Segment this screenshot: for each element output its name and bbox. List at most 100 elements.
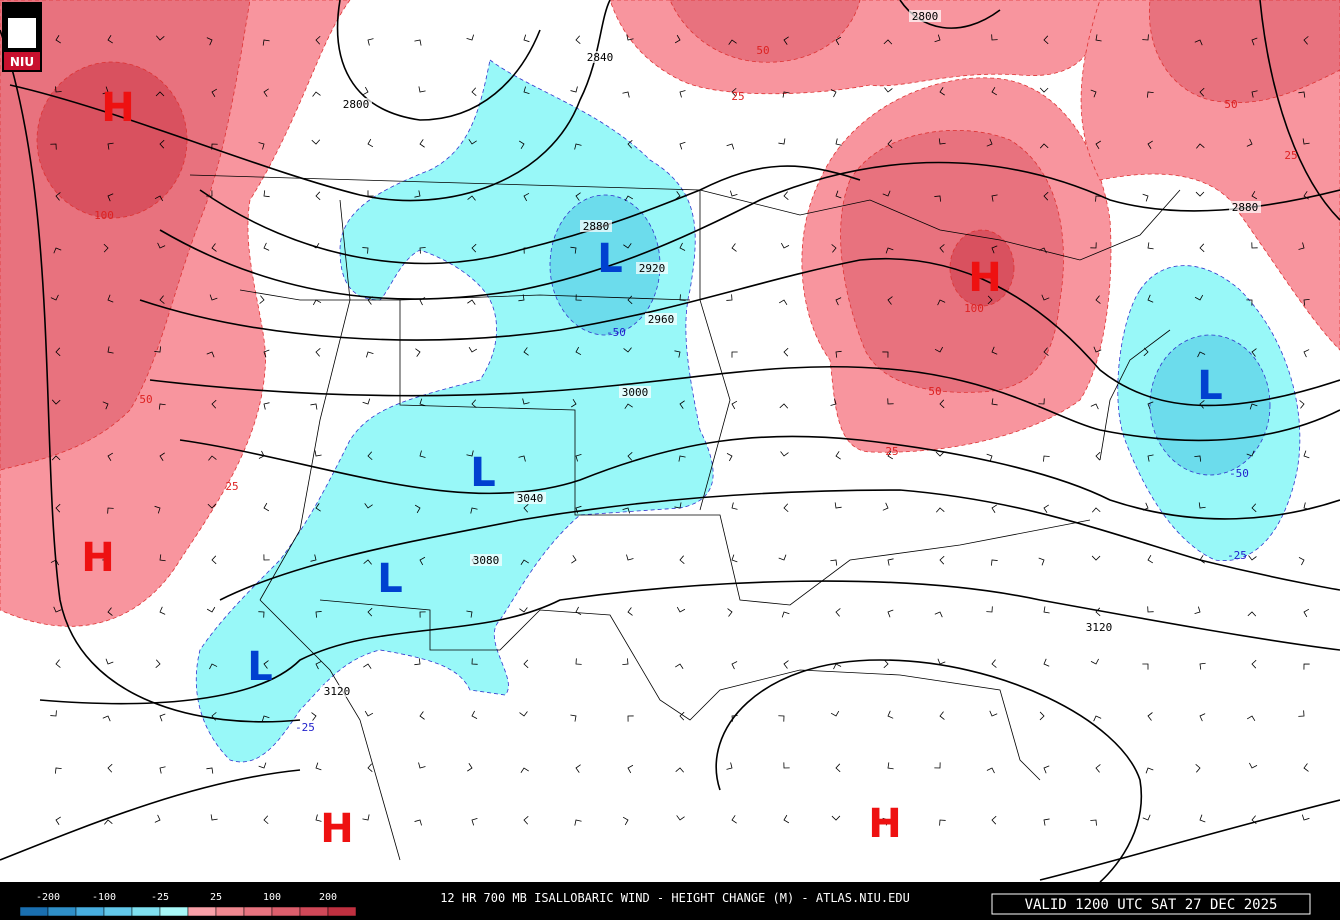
wind-arrow [1251, 190, 1258, 200]
wind-arrow [778, 299, 788, 306]
wind-arrow [1041, 294, 1050, 301]
wind-arrow [107, 452, 114, 462]
wind-arrow [523, 503, 529, 513]
height-label: 2880 [583, 220, 610, 233]
wind-arrow [471, 399, 477, 408]
wind-arrow [466, 450, 474, 457]
wind-arrow [159, 452, 165, 461]
wind-arrow [1251, 659, 1257, 669]
label-bg [340, 98, 372, 110]
wind-arrow [882, 817, 889, 826]
valid-time: VALID 1200 UTC SAT 27 DEC 2025 [1025, 897, 1278, 913]
wind-arrow [1038, 247, 1047, 254]
wind-arrow [575, 606, 582, 615]
wind-arrow [991, 398, 998, 406]
wind-arrow [934, 195, 941, 202]
wind-arrow [415, 348, 421, 357]
wind-arrow [1095, 451, 1101, 461]
wind-arrow [1093, 346, 1102, 353]
wind-arrow [523, 347, 529, 356]
wind-arrow [679, 294, 686, 301]
wind-arrow [365, 351, 374, 358]
wind-arrow [939, 555, 945, 565]
wind-arrow [1246, 299, 1253, 306]
change-label: 50 [928, 385, 941, 398]
wind-arrow [523, 34, 530, 43]
wind-arrow [414, 190, 421, 198]
wind-arrow [154, 346, 161, 353]
wind-arrow [518, 294, 525, 302]
wind-arrow [674, 34, 681, 44]
wind-arrow [211, 143, 218, 150]
wind-arrow [1147, 606, 1154, 613]
wind-arrow [727, 608, 733, 617]
wind-arrow [263, 242, 270, 251]
valid-box [991, 893, 1311, 915]
height-label: 3120 [1086, 621, 1113, 634]
pressure-center: L [247, 644, 273, 690]
wind-arrow [986, 606, 993, 613]
legend-label: -200 [36, 892, 60, 903]
wind-arrow [883, 39, 893, 45]
wind-arrow [1142, 814, 1151, 821]
change-label: -50 [1229, 467, 1249, 480]
wind-arrow [835, 297, 842, 306]
height-label: 3040 [517, 492, 544, 505]
wind-arrow [783, 36, 789, 45]
pressure-center: H [320, 806, 353, 852]
wind-arrow [1147, 242, 1154, 250]
wind-arrow [312, 91, 321, 97]
wind-arrow [1199, 400, 1205, 409]
wind-arrow [51, 399, 61, 405]
wind-arrow [882, 502, 889, 511]
wind-arrow [104, 819, 113, 825]
wind-arrow [574, 819, 582, 826]
change-label: 100 [94, 209, 114, 222]
wind-arrow [731, 87, 737, 97]
wind-arrow [934, 762, 941, 769]
wind-arrow [622, 507, 631, 514]
wind-arrow [1194, 606, 1201, 615]
wind-arrow [726, 762, 733, 770]
wind-arrow [258, 142, 265, 150]
wind-arrow [731, 502, 738, 510]
wind-arrow [834, 502, 842, 509]
wind-arrow [211, 712, 217, 721]
wind-arrow [311, 139, 321, 145]
wind-arrow [991, 346, 998, 355]
wind-arrow [263, 660, 269, 669]
height-contours [0, 0, 1340, 883]
wind-arrow [314, 450, 322, 457]
wind-arrow [467, 195, 476, 201]
wind-arrow [726, 143, 735, 150]
height-label: 2880 [1232, 201, 1259, 214]
wind-arrow [1147, 554, 1154, 564]
wind-arrow [883, 659, 889, 669]
wind-arrow [1142, 663, 1149, 670]
wind-arrow [882, 190, 891, 197]
wind-arrow [781, 611, 790, 618]
wind-arrow [1146, 91, 1154, 98]
wind-arrow [991, 659, 997, 668]
wind-arrow [211, 243, 217, 252]
wind-arrow [1043, 504, 1049, 513]
wind-arrow [885, 247, 894, 254]
wind-arrow [1199, 713, 1206, 722]
wind-arrow [679, 711, 685, 721]
legend-swatch [271, 906, 301, 917]
wind-arrow [520, 767, 529, 773]
wind-arrow [731, 714, 738, 722]
wind-arrow [676, 606, 686, 613]
wind-arrow [934, 611, 943, 618]
wind-arrow [1299, 400, 1305, 409]
wind-arrow [782, 91, 790, 98]
wind-arrow [263, 502, 270, 512]
wind-arrow [107, 193, 114, 202]
legend-swatch [19, 906, 49, 917]
wind-arrow [1038, 398, 1045, 405]
wind-arrow [1038, 557, 1045, 566]
wind-arrow [1198, 502, 1206, 509]
wind-arrow [310, 403, 318, 410]
wind-arrow [575, 454, 582, 462]
wind-arrow [1298, 242, 1305, 250]
